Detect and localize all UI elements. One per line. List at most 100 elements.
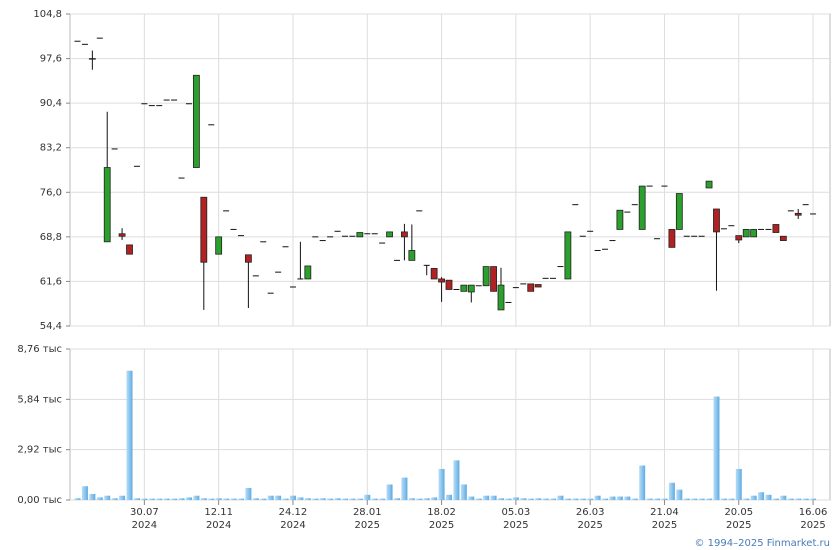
x-tick-year: 2025 [355,520,380,531]
volume-bar [654,498,661,500]
volume-bar [119,495,126,500]
volume-bar [141,498,148,500]
x-tick-year: 2025 [800,520,825,531]
volume-bar [356,498,363,500]
candle-body [490,266,497,292]
candle-body [215,236,223,255]
candle-body [794,212,802,216]
volume-bar [349,498,356,500]
candle-body [118,233,126,237]
x-tick-label: 24.12 [279,507,308,518]
volume-bar [208,498,215,500]
x-tick-label: 20.05 [724,507,753,518]
y-tick-label: 104,8 [33,9,62,20]
volume-bar [460,484,467,500]
x-tick-year: 2024 [280,520,305,531]
volume-bar [438,468,445,500]
volume-bar [304,498,311,500]
volume-bar [371,498,378,500]
candle-body [534,284,542,288]
volume-bar [386,484,393,500]
x-tick-label: 16.06 [799,507,828,518]
x-tick-year: 2025 [503,520,528,531]
volume-bar [706,498,713,500]
volume-bar [535,498,542,500]
volume-bar [758,492,765,500]
candle-body [527,283,535,292]
volume-bar [215,498,222,500]
candle-body [438,278,445,283]
volume-bar [200,498,207,500]
volume-bar [564,498,571,500]
volume-bar [364,494,371,500]
volume-tick-label: 0,00 тыс [17,495,62,506]
volume-bar [111,498,118,500]
volume-bar [787,498,794,500]
volume-bar [289,495,296,500]
x-tick-label: 18.02 [427,507,456,518]
candle-body [497,284,505,311]
volume-bar [148,498,155,500]
x-tick-year: 2025 [577,520,602,531]
volume-bar [683,498,690,500]
volume-bar [379,498,386,500]
volume-bar [490,495,497,500]
candle-body [616,209,624,230]
volume-bar [587,498,594,500]
volume-bar [765,494,772,500]
x-tick-label: 28.01 [353,507,382,518]
volume-bar [468,496,475,500]
volume-bar [401,477,408,500]
x-tick-label: 21.04 [650,507,679,518]
volume-bar [661,498,668,500]
y-tick-label: 90,4 [40,98,62,109]
volume-bar [171,498,178,500]
x-tick-year: 2025 [652,520,677,531]
volume-tick-label: 5,84 тыс [17,394,62,405]
volume-bar [334,498,341,500]
volume-bar [668,482,675,500]
volume-bar [527,498,534,500]
volume-bar [720,498,727,500]
candle-body [304,265,312,280]
y-tick-label: 61,6 [40,276,62,287]
volume-bar [185,497,192,500]
volume-bar [312,498,319,500]
volume-bar [453,460,460,500]
volume-bar [602,498,609,500]
volume-bar [245,487,252,500]
volume-bar [327,498,334,500]
candle-body [668,229,676,248]
volume-bar [252,498,259,500]
volume-bar [393,498,400,500]
volume-bar [520,498,527,500]
y-tick-label: 76,0 [40,187,62,198]
credit: © 1994–2025 Finmarket.ru [694,538,830,549]
x-tick-label: 30.07 [130,507,159,518]
volume-bar [631,498,638,500]
volume-bar [676,489,683,500]
volume-bar [89,493,96,500]
volume-bar [193,495,200,500]
volume-bar [282,498,289,500]
candle-body [675,193,683,230]
volume-bar [550,498,557,500]
volume-bar [297,497,304,500]
candle-body [356,232,364,238]
volume-bar [743,498,750,500]
volume-bar [408,498,415,500]
volume-bar [163,498,170,500]
candle-body [192,74,200,168]
candle-body [735,235,743,241]
volume-bar [750,495,757,500]
volume-bar [267,495,274,500]
volume-bar [512,497,519,500]
volume-bar [624,496,631,500]
volume-bar [594,495,601,500]
candle-body [430,268,438,280]
volume-bar [416,498,423,500]
volume-bar [728,498,735,500]
volume-tick-label: 8,76 тыс [17,344,62,355]
volume-bar [646,498,653,500]
